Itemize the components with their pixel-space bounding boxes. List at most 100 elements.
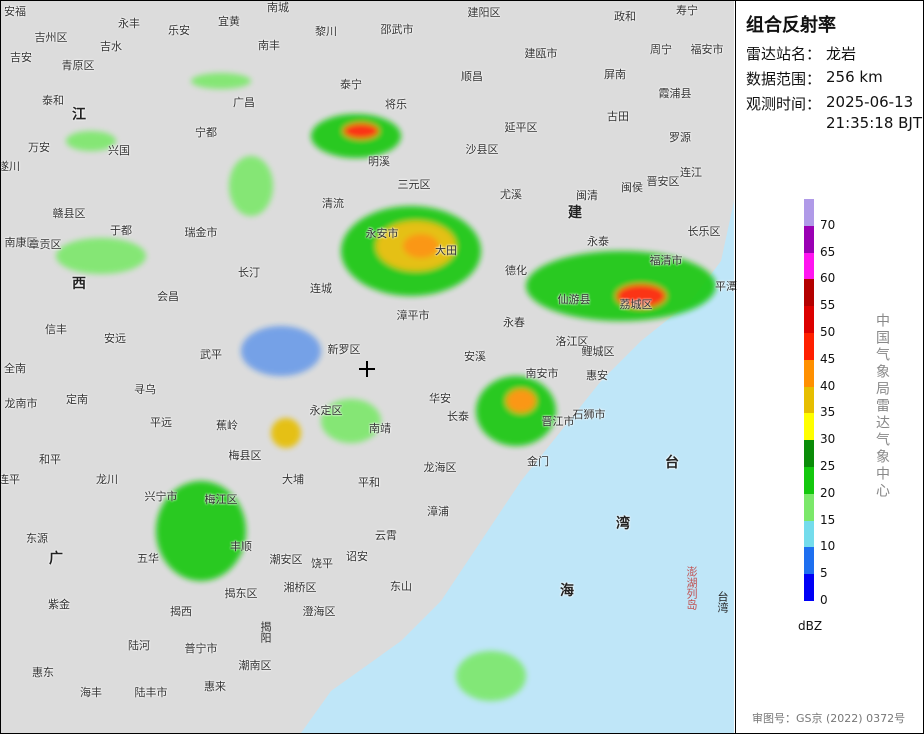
place-label: 东源 [26, 532, 48, 545]
place-label: 漳浦 [427, 505, 449, 518]
legend-label: 50 [820, 325, 836, 339]
place-label: 顺昌 [461, 70, 483, 83]
legend-label: 35 [820, 405, 836, 420]
place-label: 梅县区 [228, 449, 262, 462]
legend-label: 70 [820, 217, 836, 232]
place-label: 长泰 [447, 410, 469, 423]
place-label: 湾 [616, 516, 630, 532]
place-label: 龙川 [96, 473, 118, 486]
legend-label: 55 [820, 298, 836, 313]
place-label: 霞浦县 [658, 87, 692, 100]
place-label: 南丰 [258, 39, 280, 52]
place-label: 福清市 [649, 254, 683, 267]
place-label: 陆丰市 [134, 686, 168, 699]
place-label: 平远 [150, 416, 172, 429]
place-label: 海丰 [80, 686, 102, 699]
place-label: 澎湖列岛 [685, 566, 698, 610]
legend-unit: dBZ [798, 619, 823, 633]
place-label: 寻乌 [134, 383, 156, 396]
place-label: 揭东区 [224, 587, 258, 600]
place-label: 潮南区 [238, 659, 272, 672]
place-label: 鲤城区 [581, 345, 615, 358]
place-label: 兴宁市 [144, 490, 178, 503]
place-label: 南安市 [525, 367, 559, 380]
title: 组合反射率 [746, 15, 836, 36]
legend-swatch [804, 359, 814, 387]
legend-swatch [804, 574, 814, 601]
place-label: 青原区 [61, 59, 95, 72]
place-label: 沙县区 [465, 143, 499, 156]
place-label: 乐安 [168, 24, 190, 37]
approval: 审图号：GS京 (2022) 0372号 [752, 712, 906, 725]
place-label: 建阳区 [467, 6, 501, 19]
place-label: 惠东 [32, 666, 54, 679]
place-label: 万安 [28, 141, 50, 154]
place-label: 吉水 [100, 40, 122, 53]
place-label: 梅江区 [204, 493, 238, 506]
place-label: 荔城区 [619, 298, 653, 311]
place-label: 普宁市 [184, 642, 218, 655]
legend-swatch [804, 252, 814, 280]
place-label: 永泰 [587, 235, 609, 248]
place-label: 仙游县 [557, 293, 591, 306]
place-label: 建 [568, 205, 582, 221]
legend-swatch [804, 279, 814, 307]
place-label: 长乐区 [687, 225, 721, 238]
place-label: 紫金 [48, 598, 70, 611]
place-label: 宁都 [195, 126, 217, 139]
place-label: 寿宁 [676, 4, 698, 17]
place-label: 丰顺 [230, 540, 252, 553]
sea [301, 1, 734, 733]
legend-label: 5 [820, 566, 828, 581]
legend-swatch [804, 386, 814, 414]
place-label: 南城 [267, 1, 289, 14]
place-label: 潮安区 [269, 553, 303, 566]
place-label: 饶平 [311, 557, 333, 570]
place-label: 南靖 [369, 422, 391, 435]
source: 中国气象局雷达气象中心 [874, 313, 890, 500]
place-label: 永丰 [118, 17, 140, 30]
legend-swatch [804, 493, 814, 521]
place-label: 永定区 [309, 404, 343, 417]
place-label: 江 [72, 107, 86, 123]
legend-swatch [804, 467, 814, 494]
radar-site [359, 361, 375, 377]
date: 2025-06-13 [826, 93, 914, 111]
station: 龙岩 [826, 45, 857, 63]
place-label: 永安市 [365, 227, 399, 240]
place-label: 金门 [527, 455, 549, 468]
station-label: 雷达站名： [746, 45, 822, 63]
place-label: 惠来 [204, 680, 226, 693]
legend-label: 20 [820, 485, 836, 500]
place-label: 五华 [137, 552, 159, 565]
place-label: 蕉岭 [216, 419, 238, 432]
place-label: 石狮市 [572, 408, 606, 421]
legend-label: 15 [820, 512, 836, 527]
place-label: 揭阳 [259, 621, 272, 643]
place-label: 海 [560, 583, 574, 599]
place-label: 宜黄 [218, 15, 240, 28]
place-label: 吉州区 [34, 31, 68, 44]
place-label: 建瓯市 [524, 47, 558, 60]
place-label: 清流 [322, 197, 344, 210]
place-label: 和平 [39, 453, 61, 466]
place-label: 平潭 [715, 280, 737, 293]
place-label: 南康区 [4, 236, 38, 249]
range-label: 数据范围： [746, 70, 822, 88]
legend-swatch [804, 199, 814, 226]
place-label: 西 [72, 276, 86, 292]
place-label: 台 [665, 455, 679, 471]
place-label: 大田 [435, 244, 457, 257]
legend-swatch [804, 547, 814, 575]
place-label: 平和 [358, 476, 380, 489]
legend-label: 60 [820, 271, 836, 286]
place-label: 漳平市 [396, 309, 430, 322]
place-label: 遂川 [0, 160, 20, 173]
place-label: 安远 [104, 332, 126, 345]
place-label: 瑞金市 [184, 226, 218, 239]
place-label: 洛江区 [555, 335, 589, 348]
place-label: 龙海区 [423, 461, 457, 474]
place-label: 福安市 [690, 43, 724, 56]
time: 21:35:18 BJT [826, 114, 923, 132]
place-label: 晋安区 [646, 175, 680, 188]
